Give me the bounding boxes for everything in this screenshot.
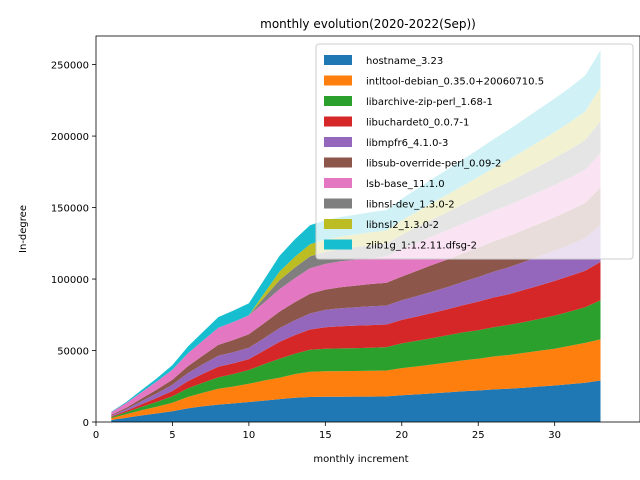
x-tick-label: 25 [472, 430, 485, 441]
legend: hostname_3.23 intltool-debian_0.35.0+2006… [315, 43, 634, 260]
area-series-4 [111, 261, 601, 418]
area-series-3 [111, 300, 601, 419]
chart-title: monthly evolution(2020-2022(Sep)) [260, 17, 476, 31]
x-axis-label: monthly increment [313, 454, 408, 465]
legend-entry: libuchardet0_0.0.7-1 [366, 118, 469, 129]
area-series-2 [111, 339, 601, 420]
area-series-6 [111, 187, 601, 416]
legend-entry: hostname_3.23 [366, 56, 443, 67]
x-tick-label: 30 [548, 430, 561, 441]
plot-frame [95, 35, 640, 423]
legend-swatch [324, 96, 352, 106]
y-axis-label: In-degree [18, 205, 29, 253]
legend-entry: intltool-debian_0.35.0+20060710.5 [366, 77, 544, 88]
legend-swatch [324, 116, 352, 127]
legend-swatch [324, 239, 352, 250]
legend-entry: libnsl2_1.3.0-2 [366, 220, 439, 231]
legend-swatch [324, 55, 352, 65]
legend-swatch [324, 178, 352, 188]
y-tick-label: 50000 [57, 347, 89, 358]
legend-entry: lsb-base_11.1.0 [366, 179, 445, 190]
legend-swatch [324, 198, 352, 209]
y-axis-ticks: 0 50000 100000 150000 200000 250000 [51, 61, 96, 429]
legend-swatch [324, 137, 352, 147]
legend-entry: libarchive-zip-perl_1.68-1 [366, 97, 493, 108]
legend-swatch [324, 219, 352, 229]
legend-swatch [324, 75, 352, 86]
y-tick-label: 250000 [51, 61, 89, 72]
x-tick-label: 0 [93, 430, 99, 441]
legend-entry: libmpfr6_4.1.0-3 [366, 138, 448, 149]
legend-swatch [324, 157, 352, 168]
x-tick-label: 20 [395, 430, 408, 441]
y-tick-label: 100000 [51, 275, 89, 286]
area-series-1 [111, 380, 601, 422]
y-tick-label: 200000 [51, 132, 89, 143]
x-tick-label: 5 [169, 430, 175, 441]
x-tick-label: 15 [319, 430, 332, 441]
legend-entry: zlib1g_1:1.2.11.dfsg-2 [366, 241, 477, 252]
y-tick-label: 150000 [51, 204, 89, 215]
x-tick-label: 10 [243, 430, 256, 441]
x-axis-ticks: 0 5 10 15 20 25 30 [93, 422, 561, 441]
legend-box [315, 43, 634, 260]
y-tick-label: 0 [83, 418, 89, 429]
area-series-5 [111, 224, 601, 417]
legend-entry: libnsl-dev_1.3.0-2 [366, 200, 455, 211]
legend-entry: libsub-override-perl_0.09-2 [366, 159, 501, 170]
